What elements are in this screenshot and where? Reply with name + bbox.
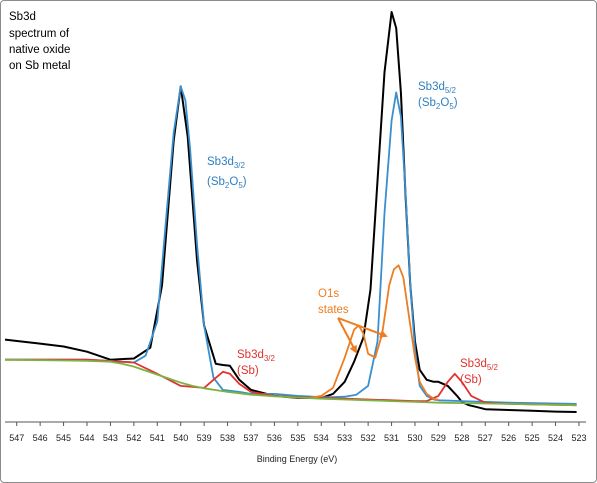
x-tick-label-0: 547 bbox=[9, 433, 24, 443]
chart-title-line-1: Sb3d bbox=[9, 11, 36, 23]
ann-sb3d52-m-main: Sb3d bbox=[460, 358, 487, 370]
x-tick-label-21: 526 bbox=[501, 433, 516, 443]
o1s-arrow-left bbox=[337, 317, 357, 354]
ann-sb3d52-ox-f2: 2 bbox=[436, 102, 441, 111]
o1s-arrow-right bbox=[337, 317, 388, 338]
x-tick-label-17: 530 bbox=[407, 433, 422, 443]
annotation-o1s-line1: O1s bbox=[318, 288, 339, 300]
annotation-sb3d32-oxide-formula: (Sb2O5) bbox=[207, 176, 247, 190]
ann-sb3d32-ox-f5: ) bbox=[243, 176, 247, 188]
chart-title-line-3: native oxide bbox=[9, 44, 70, 56]
series-line-4 bbox=[4, 358, 577, 407]
x-tick-label-7: 540 bbox=[173, 433, 188, 443]
series-layer bbox=[4, 11, 577, 413]
x-tick-label-19: 528 bbox=[454, 433, 469, 443]
chart-title-line-4: on Sb metal bbox=[9, 60, 70, 72]
x-tick-label-6: 541 bbox=[150, 433, 165, 443]
x-tick-label-15: 532 bbox=[361, 433, 376, 443]
ann-sb3d32-m-main: Sb3d bbox=[237, 349, 264, 361]
x-tick-label-9: 538 bbox=[220, 433, 235, 443]
ann-sb3d32-m-sub: 3/2 bbox=[264, 354, 276, 363]
x-tick-label-23: 524 bbox=[548, 433, 563, 443]
series-line-3 bbox=[309, 264, 439, 401]
x-tick-label-8: 539 bbox=[197, 433, 212, 443]
x-axis-title: Binding Energy (eV) bbox=[257, 454, 338, 464]
x-tick-label-14: 533 bbox=[337, 433, 352, 443]
ann-sb3d52-ox-sub: 5/2 bbox=[445, 86, 457, 95]
annotation-sb3d52-metal-formula: (Sb) bbox=[460, 374, 482, 386]
x-tick-label-11: 536 bbox=[267, 433, 282, 443]
series-line-0 bbox=[4, 11, 577, 413]
x-tick-label-12: 535 bbox=[290, 433, 305, 443]
ann-sb3d52-ox-f4: 5 bbox=[449, 102, 454, 111]
annotation-sb3d32-metal: Sb3d3/2 bbox=[237, 349, 276, 363]
x-tick-label-18: 529 bbox=[431, 433, 446, 443]
annotation-sb3d32-metal-formula: (Sb) bbox=[237, 365, 259, 377]
ann-sb3d32-ox-f1: (Sb bbox=[207, 176, 225, 188]
annotation-sb3d32-oxide: Sb3d3/2 bbox=[207, 156, 246, 170]
x-tick-label-22: 525 bbox=[525, 433, 540, 443]
ann-sb3d52-ox-f3: O bbox=[440, 97, 449, 109]
ann-sb3d32-ox-sub: 3/2 bbox=[234, 161, 246, 170]
x-tick-label-24: 523 bbox=[571, 433, 586, 443]
ann-sb3d52-ox-main: Sb3d bbox=[418, 81, 445, 93]
annotation-sb3d52-oxide: Sb3d5/2 bbox=[418, 81, 457, 95]
chart-title-line-2: spectrum of bbox=[9, 28, 70, 40]
x-tick-label-3: 544 bbox=[79, 433, 94, 443]
annotation-o1s-line2: states bbox=[318, 304, 349, 316]
ann-sb3d32-ox-f2: 2 bbox=[225, 181, 230, 190]
x-tick-label-13: 534 bbox=[314, 433, 329, 443]
ann-sb3d32-ox-f3: O bbox=[229, 176, 238, 188]
ann-sb3d52-m-sub: 5/2 bbox=[487, 363, 499, 372]
ann-sb3d52-ox-f5: ) bbox=[454, 97, 458, 109]
x-tick-label-16: 531 bbox=[384, 433, 399, 443]
ann-sb3d32-ox-f4: 5 bbox=[238, 181, 243, 190]
ann-sb3d32-ox-main: Sb3d bbox=[207, 156, 234, 168]
x-tick-label-5: 542 bbox=[126, 433, 141, 443]
x-tick-label-1: 546 bbox=[33, 433, 48, 443]
x-tick-label-20: 527 bbox=[478, 433, 493, 443]
x-tick-label-4: 543 bbox=[103, 433, 118, 443]
x-tick-label-10: 537 bbox=[243, 433, 258, 443]
x-tick-label-2: 545 bbox=[56, 433, 71, 443]
annotation-sb3d52-oxide-formula: (Sb2O5) bbox=[418, 97, 458, 111]
series-line-1 bbox=[5, 85, 577, 405]
annotation-sb3d52-metal: Sb3d5/2 bbox=[460, 358, 499, 372]
x-axis-ticks: 547 546 545 544 543 542 541 540 539 538 537 536 535 5… bbox=[9, 422, 586, 443]
ann-sb3d52-ox-f1: (Sb bbox=[418, 97, 436, 109]
